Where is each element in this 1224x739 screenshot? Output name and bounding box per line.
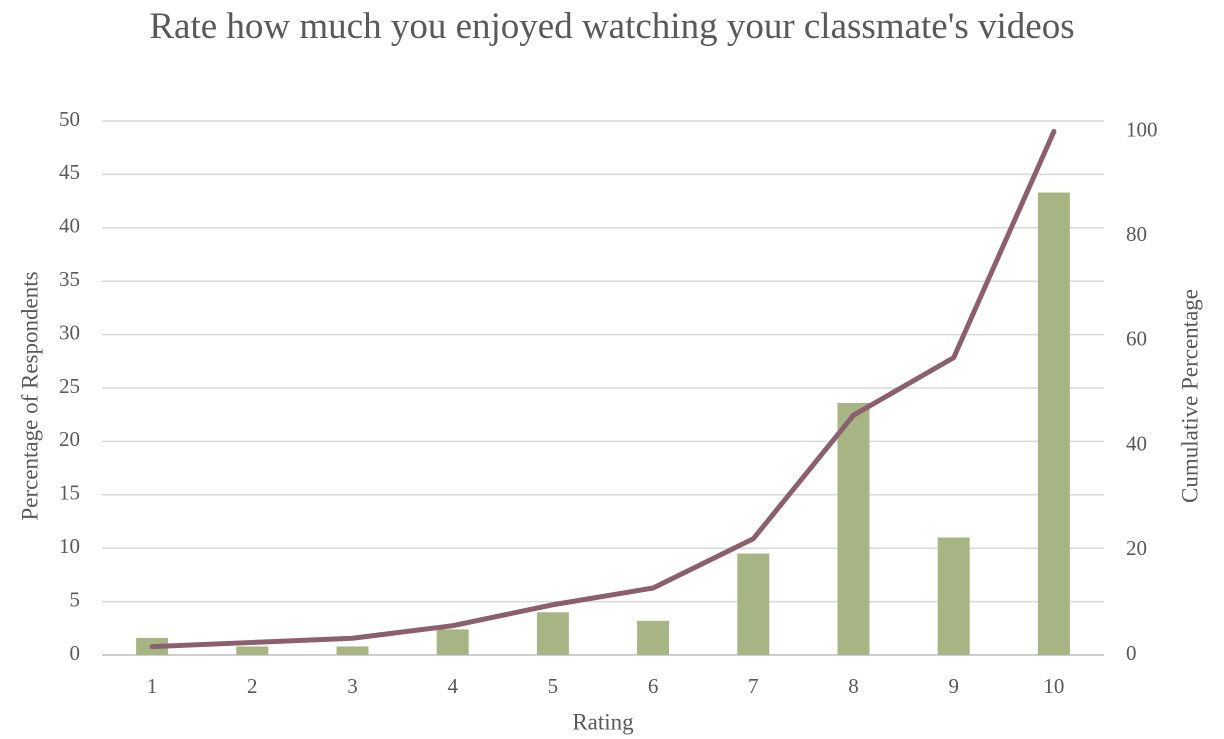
y2-tick-label: 80 (1126, 222, 1147, 246)
y-tick-label: 10 (59, 534, 80, 558)
y2-tick-label: 0 (1126, 641, 1137, 665)
x-tick-label: 6 (648, 674, 659, 698)
x-tick-label: 2 (247, 674, 258, 698)
bar (336, 646, 369, 655)
bar (637, 620, 670, 655)
y-tick-label: 35 (59, 267, 80, 291)
y2-tick-label: 100 (1126, 117, 1158, 141)
y-tick-label: 20 (59, 427, 80, 451)
bar (236, 646, 269, 655)
bar (1037, 192, 1070, 655)
y-tick-label: 0 (70, 641, 81, 665)
y-tick-label: 25 (59, 374, 80, 398)
x-tick-label: 4 (447, 674, 458, 698)
x-tick-label: 10 (1043, 674, 1064, 698)
bar (837, 402, 870, 655)
y-tick-label: 15 (59, 481, 80, 505)
x-tick-label: 5 (548, 674, 559, 698)
y-tick-label: 50 (59, 107, 80, 131)
bar (737, 553, 770, 655)
x-tick-label: 3 (347, 674, 358, 698)
y2-tick-label: 20 (1126, 536, 1147, 560)
x-tick-label: 9 (948, 674, 959, 698)
bar (937, 537, 970, 655)
x-axis-title: Rating (572, 709, 634, 734)
line (149, 128, 1057, 650)
x-tick-label: 8 (848, 674, 859, 698)
x-tick-label: 1 (147, 674, 158, 698)
bar (436, 629, 469, 655)
x-tick-label: 7 (748, 674, 759, 698)
y-tick-label: 30 (59, 320, 80, 344)
bar (536, 612, 569, 655)
y2-tick-label: 40 (1126, 431, 1147, 455)
y-tick-label: 45 (59, 160, 80, 184)
y2-axis-title: Cumulative Percentage (1177, 289, 1202, 503)
y-axis-title: Percentage of Respondents (17, 271, 42, 520)
y-tick-label: 40 (59, 214, 80, 238)
chart-title: Rate how much you enjoyed watching your … (149, 6, 1075, 47)
y-tick-label: 5 (70, 587, 81, 611)
y2-tick-label: 60 (1126, 327, 1147, 351)
